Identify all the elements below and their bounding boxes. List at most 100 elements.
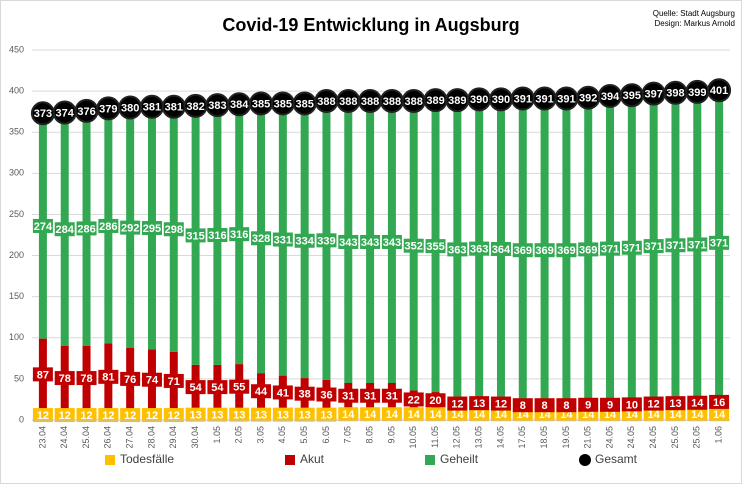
x-tick-label: 4.05 bbox=[277, 426, 287, 444]
value-label-box bbox=[425, 407, 446, 422]
value-label-box bbox=[469, 241, 490, 256]
value-label-box bbox=[687, 395, 708, 410]
value-label-box bbox=[534, 398, 555, 413]
value-label: 286 bbox=[77, 223, 95, 235]
value-label-box bbox=[447, 407, 468, 422]
value-label: 78 bbox=[80, 373, 92, 385]
value-label: 12 bbox=[495, 398, 507, 410]
value-label: 286 bbox=[99, 221, 117, 233]
total-label: 380 bbox=[121, 102, 139, 114]
value-label: 331 bbox=[274, 234, 292, 246]
value-label: 13 bbox=[189, 410, 201, 422]
value-label: 20 bbox=[429, 395, 441, 407]
value-label-box bbox=[381, 407, 402, 422]
value-label: 14 bbox=[691, 409, 704, 421]
value-label-box bbox=[600, 397, 621, 412]
value-label-box bbox=[556, 243, 577, 258]
value-label-box bbox=[54, 222, 75, 237]
value-label: 13 bbox=[669, 398, 681, 410]
y-tick-label: 50 bbox=[14, 373, 24, 383]
value-label-box bbox=[381, 234, 402, 249]
value-label: 334 bbox=[295, 236, 314, 248]
value-label-box bbox=[600, 241, 621, 256]
value-label: 371 bbox=[601, 243, 619, 255]
value-label: 14 bbox=[495, 409, 508, 421]
value-label-box bbox=[185, 407, 206, 422]
value-label-box bbox=[447, 242, 468, 257]
value-label: 14 bbox=[604, 409, 617, 421]
total-label: 382 bbox=[186, 101, 204, 113]
value-label: 339 bbox=[317, 235, 335, 247]
value-label: 16 bbox=[713, 397, 725, 409]
value-label: 13 bbox=[233, 410, 245, 422]
value-label: 284 bbox=[56, 224, 75, 236]
value-label: 274 bbox=[34, 221, 53, 233]
total-label: 401 bbox=[710, 85, 728, 97]
x-tick-label: 30.04 bbox=[190, 426, 200, 449]
value-label: 8 bbox=[563, 400, 569, 412]
value-label: 55 bbox=[233, 382, 245, 394]
value-label: 343 bbox=[361, 237, 379, 249]
value-label: 364 bbox=[492, 244, 511, 256]
source: Quelle: Stadt Augsburg bbox=[653, 9, 735, 18]
value-label-box bbox=[709, 235, 730, 250]
value-label-box bbox=[360, 407, 381, 422]
value-label: 369 bbox=[514, 245, 532, 257]
value-label: 12 bbox=[102, 410, 114, 422]
x-tick-label: 2.05 bbox=[234, 426, 244, 444]
x-tick-label: 25.05 bbox=[692, 426, 702, 449]
value-label-box bbox=[294, 386, 315, 401]
value-label-box bbox=[185, 228, 206, 243]
total-label: 381 bbox=[165, 102, 183, 114]
x-tick-label: 24.05 bbox=[604, 426, 614, 449]
value-label-box bbox=[141, 221, 162, 236]
x-tick-label: 28.04 bbox=[146, 426, 156, 449]
x-tick-label: 27.04 bbox=[125, 426, 135, 449]
total-label: 379 bbox=[99, 103, 117, 115]
value-label-box bbox=[403, 238, 424, 253]
total-label: 391 bbox=[514, 93, 532, 105]
value-label: 12 bbox=[37, 410, 49, 422]
total-label: 385 bbox=[252, 98, 270, 110]
value-label: 371 bbox=[644, 241, 662, 253]
value-label: 9 bbox=[607, 400, 613, 412]
value-label: 13 bbox=[299, 410, 311, 422]
value-label: 14 bbox=[713, 409, 726, 421]
x-tick-label: 14.05 bbox=[495, 426, 505, 449]
value-label-box bbox=[120, 220, 141, 235]
value-label-box bbox=[687, 237, 708, 252]
x-tick-label: 24.04 bbox=[59, 426, 69, 449]
value-label: 369 bbox=[557, 245, 575, 257]
total-label: 388 bbox=[383, 96, 401, 108]
x-tick-label: 11.05 bbox=[430, 426, 440, 448]
x-tick-label: 19.05 bbox=[561, 426, 571, 449]
value-label: 371 bbox=[666, 240, 684, 252]
legend-label: Todesfälle bbox=[120, 452, 174, 466]
y-tick-label: 150 bbox=[9, 291, 24, 301]
value-label: 81 bbox=[102, 372, 114, 384]
value-label: 369 bbox=[579, 244, 597, 256]
value-label-box bbox=[229, 407, 250, 422]
x-tick-label: 9.05 bbox=[386, 426, 396, 444]
legend-label: Akut bbox=[300, 452, 325, 466]
value-label-box bbox=[338, 234, 359, 249]
value-label-box bbox=[207, 407, 228, 422]
value-label: 295 bbox=[143, 223, 161, 235]
value-label-box bbox=[425, 239, 446, 254]
value-label-box bbox=[185, 380, 206, 395]
value-label: 12 bbox=[59, 410, 71, 422]
value-label: 352 bbox=[405, 241, 423, 253]
value-label-box bbox=[665, 238, 686, 253]
y-tick-label: 400 bbox=[9, 85, 24, 95]
value-label-box bbox=[360, 234, 381, 249]
total-label: 391 bbox=[535, 93, 553, 105]
x-tick-label: 25.05 bbox=[670, 426, 680, 449]
value-label: 14 bbox=[386, 409, 399, 421]
value-label-box bbox=[490, 407, 511, 422]
value-label-box bbox=[272, 407, 293, 422]
value-label-box bbox=[76, 221, 97, 236]
y-tick-label: 300 bbox=[9, 168, 24, 178]
total-label: 388 bbox=[361, 96, 379, 108]
